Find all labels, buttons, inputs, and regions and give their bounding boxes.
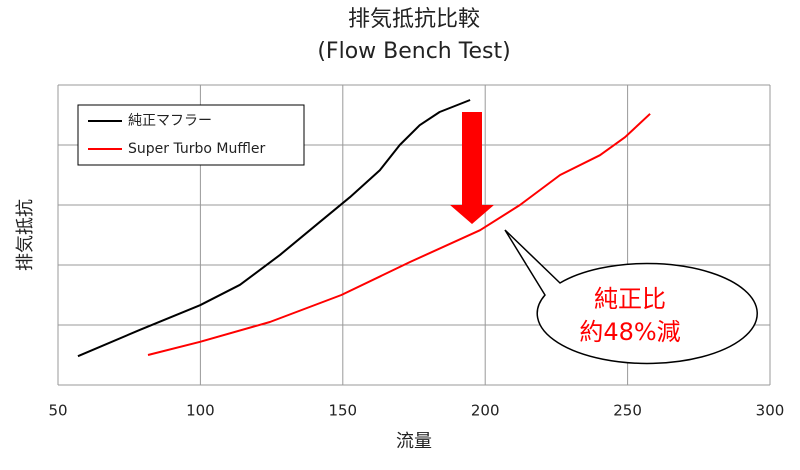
legend-label: 純正マフラー <box>128 113 212 129</box>
x-axis-label: 流量 <box>396 431 432 452</box>
x-tick-label: 250 <box>613 402 642 420</box>
chart-subtitle: (Flow Bench Test) <box>317 39 510 64</box>
speech-bubble <box>504 229 758 365</box>
y-axis-label: 排気抵抗 <box>15 199 36 271</box>
line <box>147 113 651 356</box>
legend-box <box>77 104 305 166</box>
x-tick-label: 150 <box>328 402 357 420</box>
x-tick-label: 200 <box>471 402 500 420</box>
x-tick-label: 300 <box>756 402 785 420</box>
arrow <box>450 112 494 224</box>
line <box>77 99 471 358</box>
annotation: 約48%減 <box>579 318 680 346</box>
chart-title: 排気抵抗比較 <box>348 7 480 32</box>
x-tick-label: 50 <box>48 402 67 420</box>
annotation: 純正比 <box>594 285 666 313</box>
x-tick-label: 100 <box>186 402 215 420</box>
legend-label: Super Turbo Muffler <box>128 141 266 157</box>
